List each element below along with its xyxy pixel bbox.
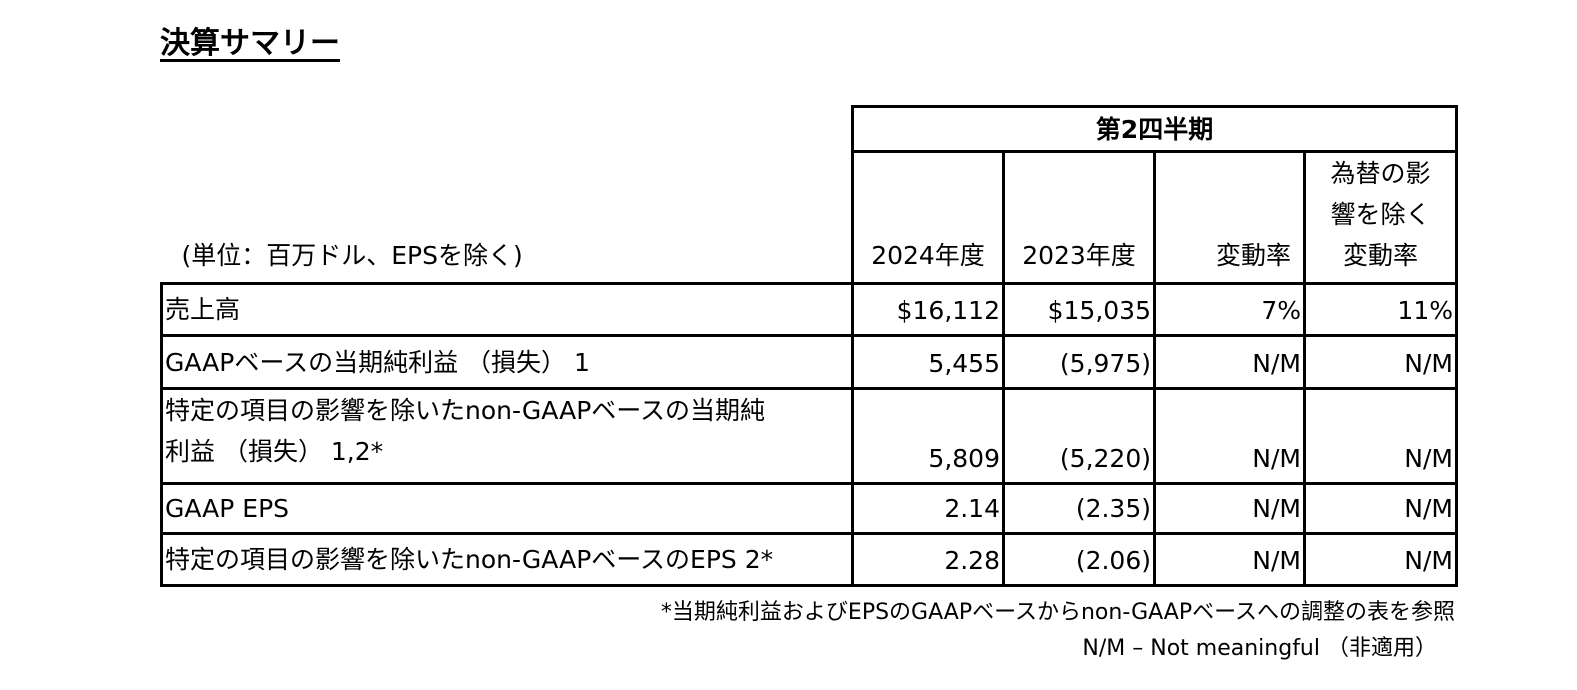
- cell-value: $16,112: [851, 282, 1005, 337]
- column-header: 2024年度: [851, 150, 1005, 285]
- cell-value: 2.14: [851, 482, 1005, 535]
- cell-value: (5,220): [1002, 387, 1156, 485]
- table-row: GAAPベースの当期純利益 （損失） 1 5,455 (5,975) N/M N/M: [160, 334, 1458, 390]
- column-header: 2023年度: [1002, 150, 1156, 285]
- cell-value: 11%: [1303, 282, 1458, 337]
- row-label: 売上高: [160, 282, 854, 337]
- cell-value: N/M: [1153, 532, 1306, 587]
- row-label: 特定の項目の影響を除いたnon-GAAPベースのEPS 2*: [160, 532, 854, 587]
- table-row: 売上高 $16,112 $15,035 7% 11%: [160, 282, 1458, 337]
- cell-value: N/M: [1303, 482, 1458, 535]
- cell-value: (2.35): [1002, 482, 1156, 535]
- header-row: (単位：百万ドル、EPSを除く) 第2四半期: [161, 105, 1458, 285]
- cell-value: (5,975): [1002, 334, 1156, 390]
- cell-value: N/M: [1303, 532, 1458, 587]
- row-label: 特定の項目の影響を除いたnon-GAAPベースの当期純 利益 （損失） 1,2*: [160, 387, 854, 485]
- column-header: 変動率: [1153, 150, 1306, 285]
- cell-value: N/M: [1153, 387, 1306, 485]
- cell-value: N/M: [1153, 482, 1306, 535]
- cell-value: N/M: [1153, 334, 1306, 390]
- row-label: GAAPベースの当期純利益 （損失） 1: [160, 334, 854, 390]
- cell-value: (2.06): [1002, 532, 1156, 587]
- table-row: 特定の項目の影響を除いたnon-GAAPベースの当期純 利益 （損失） 1,2*…: [160, 387, 1458, 485]
- cell-value: 2.28: [851, 532, 1005, 587]
- cell-value: N/M: [1303, 334, 1458, 390]
- cell-value: 7%: [1153, 282, 1306, 337]
- cell-value: 5,455: [851, 334, 1005, 390]
- column-header-row: 2024年度 2023年度 変動率 為替の影 響を除く 変動率: [162, 150, 1458, 285]
- summary-table: (単位：百万ドル、EPSを除く) 第2四半期 2024年度 2023年度 変動率…: [160, 105, 1458, 587]
- column-header: 為替の影 響を除く 変動率: [1303, 150, 1458, 285]
- cell-value: 5,809: [851, 387, 1005, 485]
- cell-value: N/M: [1303, 387, 1458, 485]
- footnote: *当期純利益およびEPSのGAAPベースからnon-GAAPベースへの調整の表を…: [660, 600, 1455, 625]
- table-row: GAAP EPS 2.14 (2.35) N/M N/M: [160, 482, 1458, 535]
- table-row: 特定の項目の影響を除いたnon-GAAPベースのEPS 2* 2.28 (2.06)…: [160, 532, 1458, 587]
- cell-value: $15,035: [1002, 282, 1156, 337]
- period-header: 第2四半期: [851, 105, 1458, 153]
- row-label: GAAP EPS: [160, 482, 854, 535]
- footnote: N/M – Not meaningful （非適用）: [1082, 636, 1437, 661]
- unit-note: (単位：百万ドル、EPSを除く): [161, 106, 854, 285]
- title: 決算サマリー: [160, 26, 340, 61]
